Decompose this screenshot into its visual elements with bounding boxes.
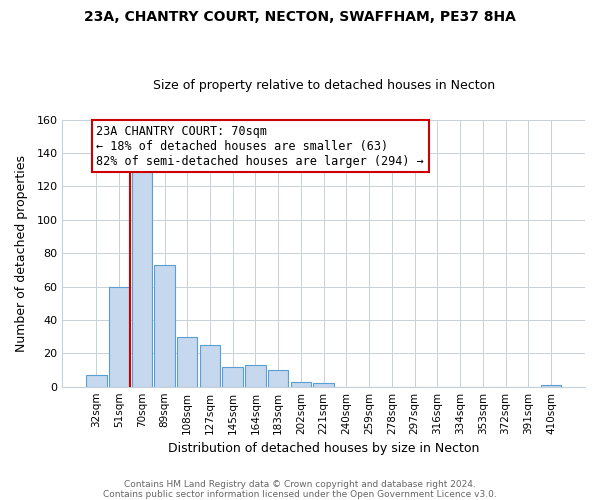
Bar xyxy=(290,382,311,386)
Y-axis label: Number of detached properties: Number of detached properties xyxy=(15,154,28,352)
Bar xyxy=(541,385,561,386)
Bar xyxy=(131,170,152,386)
Bar xyxy=(245,365,266,386)
Text: 23A CHANTRY COURT: 70sqm
← 18% of detached houses are smaller (63)
82% of semi-d: 23A CHANTRY COURT: 70sqm ← 18% of detach… xyxy=(97,124,424,168)
Bar xyxy=(313,384,334,386)
Bar xyxy=(109,286,129,386)
Bar xyxy=(177,336,197,386)
X-axis label: Distribution of detached houses by size in Necton: Distribution of detached houses by size … xyxy=(168,442,479,455)
Text: Contains public sector information licensed under the Open Government Licence v3: Contains public sector information licen… xyxy=(103,490,497,499)
Bar xyxy=(154,265,175,386)
Text: 23A, CHANTRY COURT, NECTON, SWAFFHAM, PE37 8HA: 23A, CHANTRY COURT, NECTON, SWAFFHAM, PE… xyxy=(84,10,516,24)
Bar xyxy=(268,370,289,386)
Text: Contains HM Land Registry data © Crown copyright and database right 2024.: Contains HM Land Registry data © Crown c… xyxy=(124,480,476,489)
Bar xyxy=(86,375,107,386)
Bar xyxy=(200,345,220,387)
Title: Size of property relative to detached houses in Necton: Size of property relative to detached ho… xyxy=(152,79,495,92)
Bar xyxy=(223,366,243,386)
